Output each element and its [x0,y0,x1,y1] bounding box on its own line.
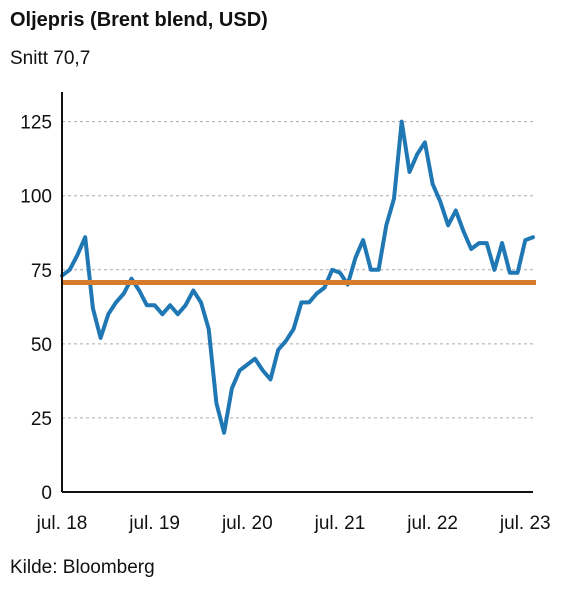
y-axis-tick-labels: 0 25 50 75 100 125 [20,113,52,504]
chart-title: Oljepris (Brent blend, USD) [10,9,268,31]
x-tick-label: jul. 21 [314,513,366,534]
y-tick-label: 50 [31,335,52,356]
y-tick-label: 75 [31,261,52,282]
y-tick-label: 25 [31,409,52,430]
series-layer [60,119,536,435]
x-tick-label: jul. 23 [499,513,551,534]
grid-lines [62,121,533,419]
x-tick-label: jul. 18 [36,513,88,534]
x-tick-label: jul. 20 [221,513,273,534]
y-tick-label: 125 [20,113,52,134]
x-tick-label: jul. 22 [406,513,458,534]
x-tick-label: jul. 19 [128,513,180,534]
x-axis-tick-labels: jul. 18 jul. 19 jul. 20 jul. 21 jul. 22 jul. … [36,513,551,534]
chart-subtitle: Snitt 70,7 [10,48,91,69]
source-note: Kilde: Bloomberg [10,557,155,578]
axes [61,92,533,493]
y-tick-label: 0 [41,483,52,504]
oil-price-line [60,119,535,435]
y-tick-label: 100 [20,187,52,208]
